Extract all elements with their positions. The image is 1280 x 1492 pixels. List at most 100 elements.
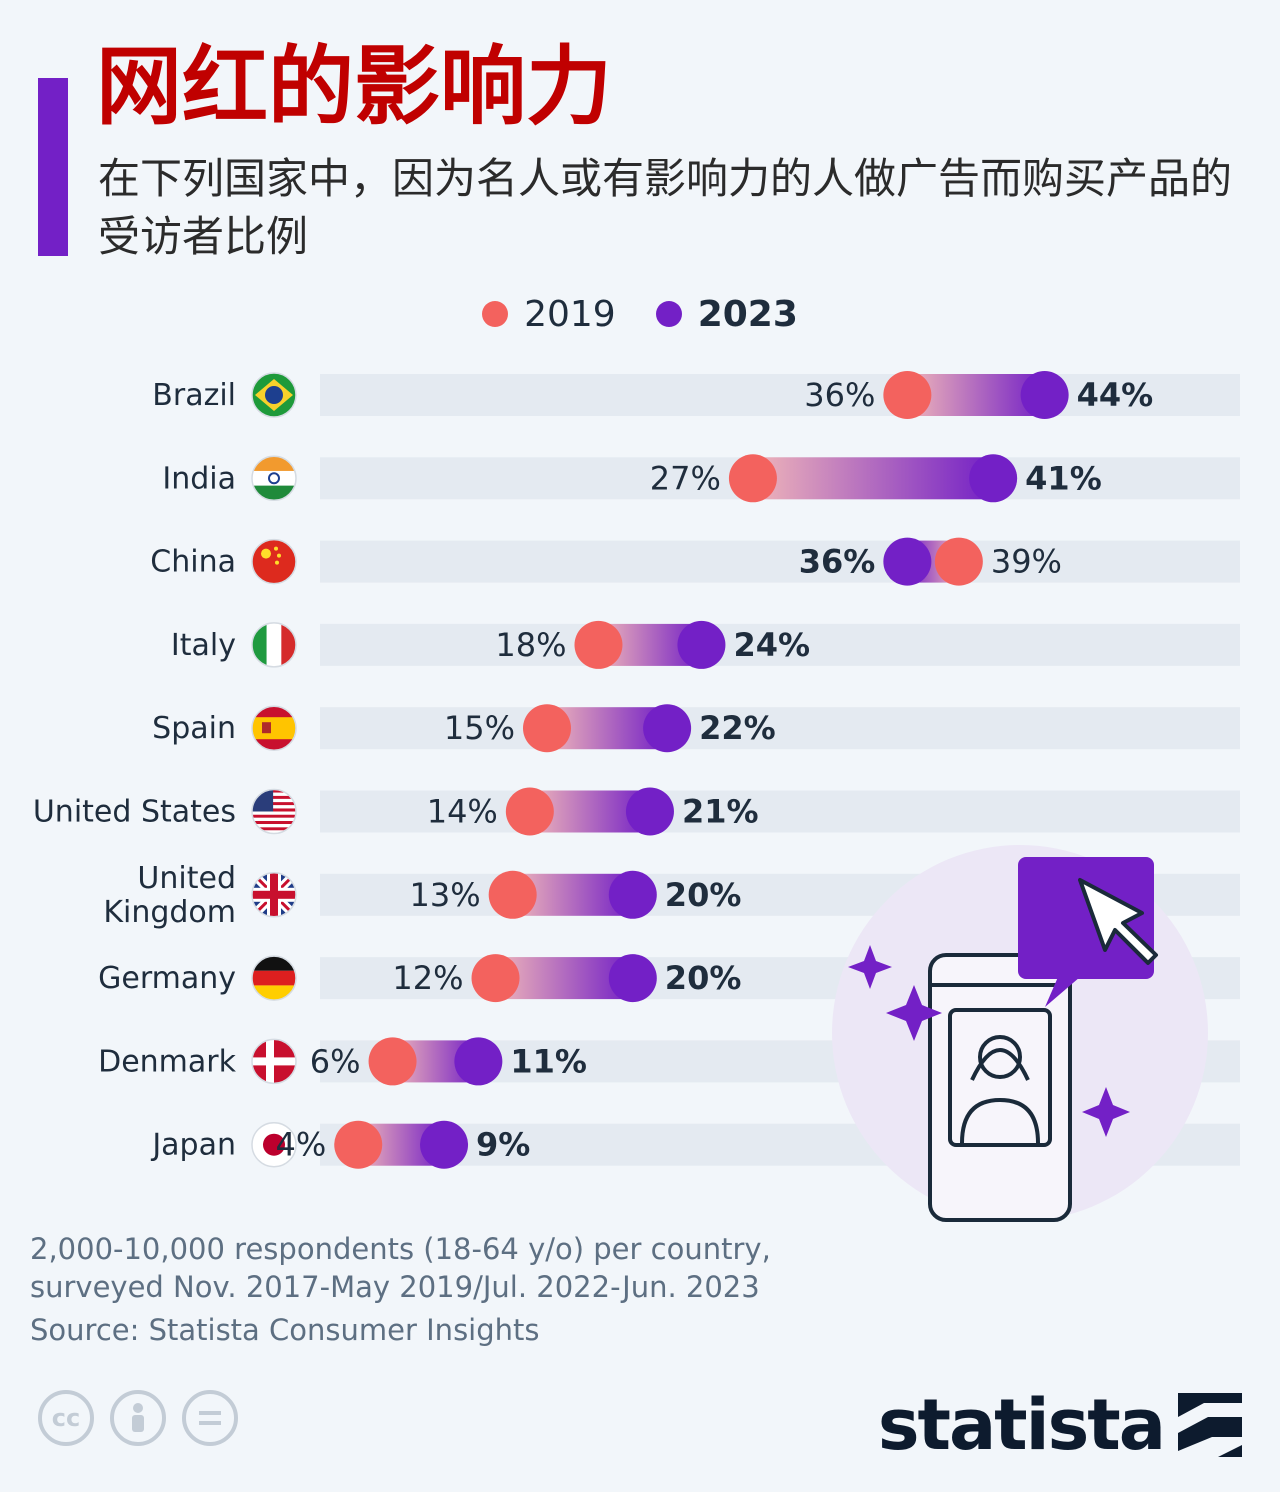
flag-part: [252, 717, 296, 740]
category-label: Denmark: [98, 1044, 237, 1079]
row-track: [320, 540, 1240, 583]
dot-2023: [608, 870, 657, 919]
flag-part: [277, 553, 281, 558]
category-label: Spain: [152, 711, 236, 746]
value-label-2023: 11%: [510, 1042, 587, 1080]
flag-border: [251, 1121, 297, 1168]
flag-part: [252, 792, 296, 796]
license-icons: cc: [38, 1390, 238, 1446]
legend-dot-2019: [482, 301, 509, 327]
flag-part: [252, 824, 296, 828]
chart-row: India 27% 41%: [162, 454, 1240, 503]
flag-border: [251, 705, 297, 751]
flag-border: [251, 955, 297, 1001]
dot-2023: [969, 454, 1018, 503]
value-label-2023: 21%: [682, 793, 759, 831]
flag-border: [251, 872, 297, 918]
dot-2023: [883, 537, 932, 586]
chart-row: China 36% 39%: [150, 537, 1240, 586]
legend-label-2019: 2019: [524, 293, 616, 335]
source-note: Source: Statista Consumer Insights: [30, 1313, 540, 1347]
dumbbell-connector: [752, 457, 994, 500]
uk-flag: [252, 872, 296, 917]
person-icon: [948, 1008, 1052, 1147]
dot-2019: [728, 454, 777, 503]
value-label-2019: 14%: [427, 793, 498, 831]
value-label-2019: 39%: [991, 543, 1062, 581]
category-label: Italy: [171, 628, 236, 663]
chart-row: Brazil 36% 44%: [152, 371, 1240, 419]
row-track: [320, 374, 1240, 416]
flag-part: [252, 470, 296, 486]
phone-icon: [928, 953, 1072, 1222]
flag-part: [252, 808, 296, 812]
value-label-2023: 9%: [476, 1126, 530, 1164]
flag-border: [251, 788, 297, 835]
dot-2019: [471, 954, 520, 1003]
flag-part: [266, 1039, 274, 1084]
flag-part: [252, 802, 296, 806]
value-label-2023: 20%: [665, 959, 742, 997]
sparkle-icon: [848, 945, 892, 989]
chart-title: 网红的影响力: [96, 37, 612, 137]
dot-2019: [488, 870, 537, 919]
row-track: [320, 707, 1240, 750]
dot-2023: [608, 954, 657, 1003]
chart-row: United States 14% 21%: [33, 787, 1240, 836]
category-label: Brazil: [152, 378, 236, 413]
value-label-2019: 4%: [275, 1126, 326, 1164]
legend-item-2019: 2019: [482, 294, 616, 335]
category-label: United States: [33, 795, 236, 830]
flag-part: [265, 386, 283, 404]
value-label-2019: 12%: [392, 959, 463, 997]
china-flag: [252, 539, 296, 584]
value-label-2019: 18%: [495, 626, 566, 664]
chart-subtitle: 在下列国家中，因为名人或有影响力的人做广告而购买产品的受访者比例: [98, 154, 1233, 261]
dot-2023: [643, 704, 692, 753]
category-label: India: [162, 461, 236, 496]
flag-part: [252, 539, 296, 584]
value-label-2023: 24%: [733, 626, 810, 664]
dot-2019: [574, 620, 623, 669]
flag-part: [252, 817, 296, 821]
flag-part: [266, 622, 282, 667]
japan-flag: [252, 1122, 296, 1167]
flag-border: [251, 372, 297, 418]
flag-part: [252, 811, 296, 815]
statista-logo[interactable]: statista: [878, 1384, 1242, 1466]
category-label: United Kingdom: [103, 861, 236, 930]
dot-2019: [934, 537, 983, 586]
flag-part: [252, 814, 296, 818]
dot-2023: [454, 1037, 503, 1086]
flag-border: [251, 455, 297, 502]
footnote: 2,000-10,000 respondents (18-64 y/o) per…: [30, 1232, 771, 1304]
value-label-2023: 44%: [1077, 376, 1154, 414]
category-label: Germany: [98, 961, 236, 996]
dot-2019: [505, 787, 554, 836]
flag-part: [252, 789, 296, 793]
influencer-phone-illustration: [832, 845, 1208, 1222]
flag-part: [252, 830, 296, 834]
flag-part: [262, 722, 271, 734]
chart-row: Italy 18% 24%: [171, 620, 1240, 669]
flag-part: [275, 560, 279, 565]
denmark-flag: [252, 1039, 296, 1084]
flag-border: [251, 538, 297, 585]
brand-name: statista: [877, 1384, 1166, 1466]
cc-icon[interactable]: cc: [38, 1390, 94, 1446]
category-label: Japan: [150, 1128, 236, 1163]
flag-part: [261, 548, 271, 559]
value-label-2023: 36%: [799, 543, 876, 581]
spain-flag: [252, 706, 296, 751]
legend-label-2023: 2023: [697, 293, 798, 335]
flag-part: [252, 798, 296, 803]
nd-icon[interactable]: [182, 1390, 238, 1446]
accent-bar: [38, 78, 68, 256]
flag-part: [268, 472, 280, 485]
flag-part: [252, 890, 296, 899]
by-icon[interactable]: [110, 1390, 166, 1446]
flag-part: [263, 1133, 285, 1156]
dot-2019: [883, 371, 932, 419]
legend-item-2023: 2023: [655, 293, 798, 335]
row-track: [320, 623, 1240, 666]
